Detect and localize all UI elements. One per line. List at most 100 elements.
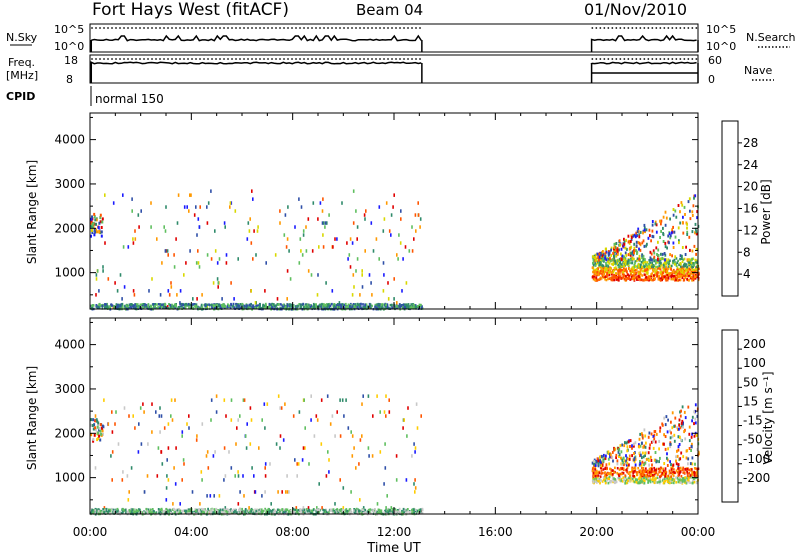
range-cell <box>660 252 662 256</box>
range-cell <box>619 479 622 483</box>
range-cell <box>681 405 684 409</box>
range-cell <box>312 201 315 205</box>
range-cell <box>318 304 321 307</box>
colorbar-tick-label: -50 <box>743 433 763 447</box>
range-cell <box>93 509 95 512</box>
range-cell <box>158 414 161 418</box>
range-cell <box>650 470 653 473</box>
range-cell <box>173 303 176 306</box>
range-cell <box>134 237 137 241</box>
range-cell <box>602 250 604 253</box>
range-cell <box>405 281 408 285</box>
range-cell <box>177 193 180 197</box>
range-cell <box>181 509 184 513</box>
range-cell <box>633 249 636 253</box>
range-cell <box>654 277 656 280</box>
range-cell <box>628 247 631 251</box>
range-cell <box>321 302 323 306</box>
range-cell <box>368 454 370 458</box>
range-cell <box>295 510 298 513</box>
range-cell <box>634 457 637 461</box>
range-cell <box>653 478 656 482</box>
range-cell <box>310 394 312 398</box>
range-cell <box>650 274 653 278</box>
range-cell <box>688 274 690 277</box>
range-cell <box>337 510 340 514</box>
range-cell <box>237 470 239 474</box>
range-cell <box>695 232 698 236</box>
range-cell <box>167 510 170 513</box>
range-cell <box>135 508 138 512</box>
range-cell <box>645 269 648 273</box>
range-cell <box>167 307 170 310</box>
range-cell <box>108 306 110 309</box>
range-cell <box>170 398 173 402</box>
range-cell <box>296 474 298 478</box>
range-cell <box>143 490 146 494</box>
range-cell <box>607 481 610 485</box>
range-cell <box>132 289 135 293</box>
range-cell <box>610 246 613 250</box>
range-cell <box>274 509 277 513</box>
range-cell <box>257 225 259 229</box>
range-cell <box>205 454 208 458</box>
range-cell <box>320 442 323 446</box>
colorbar-tick-label: 100 <box>743 356 766 370</box>
range-cell <box>315 508 317 512</box>
range-cell <box>651 470 654 473</box>
range-cell <box>678 423 681 427</box>
range-cell <box>215 507 218 511</box>
range-cell <box>630 245 633 249</box>
range-cell <box>634 260 637 263</box>
range-cell <box>601 254 604 258</box>
range-cell <box>95 304 98 307</box>
range-cell <box>675 263 678 266</box>
range-cell <box>175 511 178 514</box>
range-cell <box>595 262 598 266</box>
range-cell <box>606 467 608 470</box>
range-cell <box>415 229 417 233</box>
range-cell <box>639 476 641 480</box>
range-cell <box>690 261 693 265</box>
range-cell <box>611 276 614 280</box>
range-cell <box>616 276 619 279</box>
range-cell <box>635 268 638 272</box>
range-cell <box>105 305 108 308</box>
range-cell <box>653 259 655 263</box>
range-cell <box>283 233 286 237</box>
range-cell <box>223 306 226 310</box>
range-cell <box>675 278 677 282</box>
colorbar-tick-label: -15 <box>743 414 763 428</box>
range-cell <box>678 263 680 266</box>
range-cell <box>304 305 307 308</box>
range-cell <box>393 193 395 197</box>
range-cell <box>638 241 641 245</box>
range-cell <box>353 304 356 308</box>
range-cell <box>279 221 281 225</box>
range-cell <box>101 220 104 224</box>
range-cell <box>419 508 422 512</box>
range-cell <box>610 258 612 262</box>
range-cell <box>609 257 611 261</box>
range-cell <box>193 512 195 515</box>
range-cell <box>635 271 638 275</box>
range-cell <box>601 463 604 467</box>
range-cell <box>591 467 594 470</box>
range-cell <box>370 306 372 310</box>
range-cell <box>336 508 339 511</box>
range-cell <box>206 450 209 454</box>
range-cell <box>101 426 103 430</box>
range-cell <box>651 261 653 265</box>
range-cell <box>229 511 231 515</box>
range-cell <box>611 477 614 481</box>
range-cell <box>634 264 637 268</box>
range-cell <box>651 258 653 262</box>
range-cell <box>219 508 222 511</box>
range-cell <box>226 305 229 308</box>
range-cell <box>217 285 219 289</box>
range-cell <box>664 262 667 266</box>
range-cell <box>666 456 668 460</box>
range-cell <box>382 289 385 293</box>
range-cell <box>179 302 182 306</box>
range-cell <box>664 210 667 214</box>
